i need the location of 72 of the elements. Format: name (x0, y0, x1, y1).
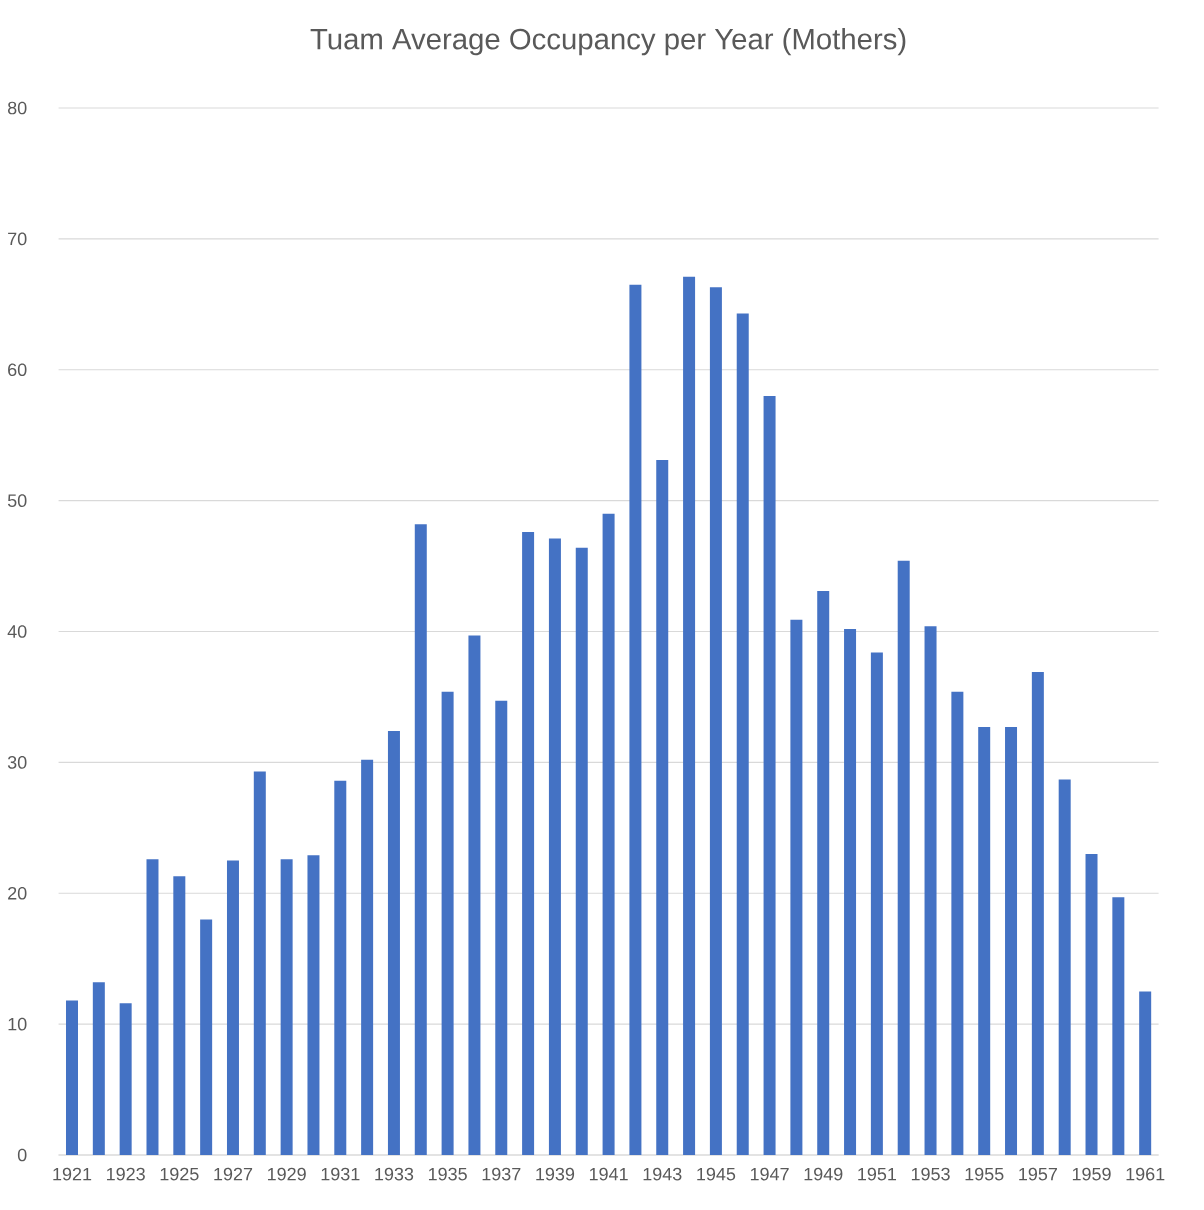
bar (548, 538, 561, 1155)
bar (978, 727, 991, 1155)
bar (602, 513, 615, 1155)
bar (468, 635, 481, 1155)
bar (361, 759, 374, 1155)
bar (173, 876, 186, 1155)
bar (924, 626, 937, 1155)
x-tick-label: 1925 (160, 1167, 199, 1181)
y-tick-label: 50 (7, 494, 27, 507)
x-tick-label: 1923 (107, 1167, 145, 1181)
bar (200, 919, 213, 1155)
y-tick-label: 40 (7, 625, 27, 638)
bar (1031, 672, 1044, 1155)
bar (495, 700, 508, 1155)
x-tick-label: 1955 (965, 1167, 1004, 1181)
bar (629, 284, 642, 1155)
bar (1005, 727, 1018, 1155)
bar (575, 547, 588, 1155)
bar (951, 691, 964, 1155)
x-tick-label: 1935 (428, 1167, 467, 1181)
y-tick-label: 60 (8, 363, 27, 377)
x-tick-label: 1937 (482, 1167, 521, 1181)
bar (656, 460, 669, 1155)
y-tick-label: 70 (8, 232, 27, 246)
bar (763, 395, 776, 1155)
bar (334, 780, 347, 1155)
x-tick-label: 1947 (750, 1167, 789, 1181)
bar (897, 560, 910, 1155)
bar (414, 524, 427, 1155)
x-tick-label: 1939 (536, 1167, 575, 1181)
x-tick-label: 1959 (1072, 1167, 1111, 1181)
bar (92, 982, 105, 1155)
bar (1139, 991, 1152, 1155)
y-tick-label: 20 (8, 886, 27, 900)
bar (1112, 897, 1125, 1155)
y-tick-label: 0 (17, 1148, 27, 1162)
bar (253, 771, 266, 1155)
bar (1085, 853, 1098, 1155)
bar (844, 628, 857, 1155)
bar (683, 276, 696, 1155)
bar (226, 860, 239, 1155)
bar (146, 859, 159, 1155)
x-tick-label: 1961 (1126, 1167, 1165, 1181)
bar (280, 859, 293, 1155)
x-tick-label: 1941 (589, 1167, 628, 1181)
bar (870, 652, 883, 1155)
bar (1058, 779, 1071, 1155)
bar (441, 691, 454, 1155)
chart-title: Tuam Average Occupancy per Year (Mothers) (310, 27, 906, 56)
x-tick-label: 1921 (53, 1167, 92, 1181)
x-tick-label: 1945 (697, 1167, 736, 1181)
x-tick-label: 1943 (643, 1167, 682, 1181)
x-tick-label: 1951 (858, 1167, 897, 1181)
bar (709, 287, 722, 1155)
bar (790, 619, 803, 1155)
bar (522, 532, 535, 1155)
x-tick-label: 1933 (375, 1167, 414, 1181)
x-tick-label: 1949 (804, 1167, 843, 1181)
x-tick-label: 1957 (1019, 1167, 1057, 1181)
x-tick-label: 1929 (267, 1167, 306, 1181)
bar (387, 730, 400, 1155)
bar (736, 313, 749, 1155)
bar (817, 590, 830, 1155)
y-tick-label: 80 (7, 101, 27, 115)
bar (119, 1003, 132, 1155)
x-tick-label: 1927 (214, 1167, 253, 1181)
y-tick-label: 30 (7, 756, 27, 769)
x-tick-label: 1931 (321, 1167, 360, 1181)
bar (307, 855, 320, 1155)
x-tick-label: 1953 (911, 1167, 950, 1181)
y-tick-label: 10 (8, 1017, 27, 1031)
bar (66, 1000, 78, 1155)
